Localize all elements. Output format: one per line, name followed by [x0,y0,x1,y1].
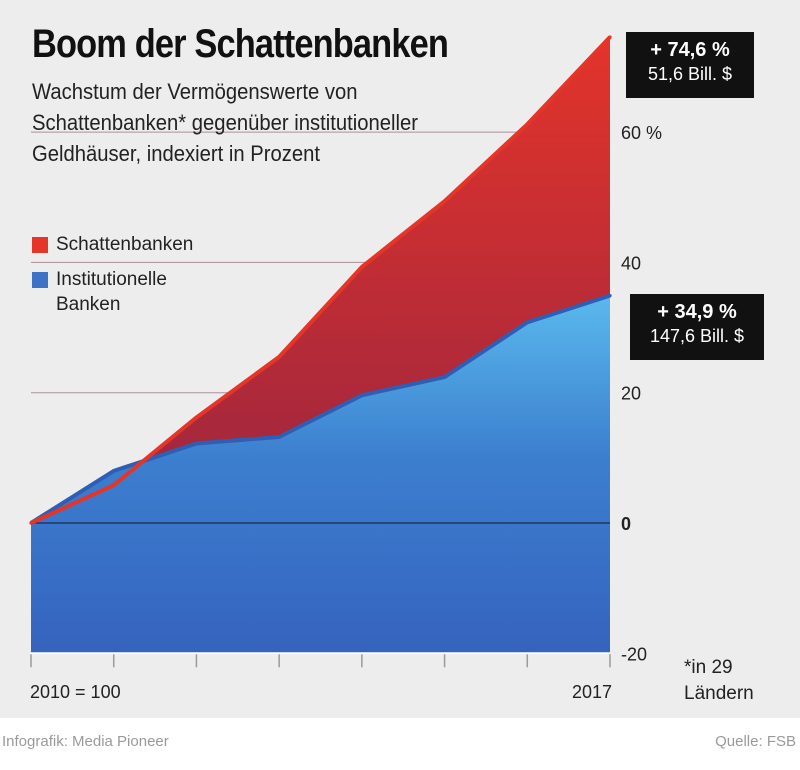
point-institutional [608,294,612,298]
legend-swatch-institutional [32,272,48,288]
end-label-shadow-banks-change: + 74,6 % [650,39,730,61]
area-chart: 60 % 40 20 0 -20 2010 = 100 2017 [29,35,662,702]
point-shadow-banks [360,265,364,269]
point-institutional [112,469,116,473]
series-line-institutional [29,293,611,525]
footnote: *in 29 Ländern [684,657,754,704]
point-shadow-banks [442,199,447,203]
end-label-institutional-amount: 147,6 Bill. $ [649,326,745,346]
legend: Schattenbanken Institutionelle Banken [32,232,196,327]
legend-item-institutional: Institutionelle Banken [32,267,196,317]
tick-label-layer: 60 % 40 20 0 -20 2010 = 100 2017 [30,123,662,702]
point-institutional [277,435,281,439]
point-shadow-banks [194,415,199,420]
point-shadow-banks [525,122,529,126]
y-tick-label: 20 [621,384,641,404]
point-institutional [360,393,364,397]
chart-title: Boom der Schattenbanken [32,22,449,66]
chart-subtitle: Wachstum der Vermögenswerte von Schatten… [32,79,418,166]
x-end-label: 2017 [572,682,612,702]
point-shadow-banks [608,35,612,39]
source: Quelle: FSB [715,733,796,750]
end-label-shadow-banks: + 74,6 % 51,6 Bill. $ [626,32,754,98]
series-line-shadow-banks [30,35,612,525]
legend-label-institutional: Institutionelle Banken [56,269,167,315]
end-label-institutional-change: + 34,9 % [657,301,737,323]
area-layer [31,37,610,654]
point-institutional [525,320,529,324]
area-shadow-banks [31,37,610,523]
point-shadow-banks [112,483,116,487]
legend-swatch-shadow-banks [32,237,48,253]
end-label-shadow-banks-amount: 51,6 Bill. $ [647,64,733,84]
credit: Infografik: Media Pioneer [2,733,169,750]
area-institutional [31,295,610,654]
x-start-label: 2010 = 100 [30,682,121,702]
axis-layer [30,652,611,668]
point-shadow-banks [29,521,33,525]
legend-item-shadow-banks: Schattenbanken [32,232,196,257]
y-tick-label: 40 [621,253,641,273]
end-label-institutional: + 34,9 % 147,6 Bill. $ [630,294,764,360]
point-institutional [442,375,447,379]
y-tick-label: 60 % [621,123,662,143]
y-tick-label: -20 [621,644,647,664]
legend-label-shadow-banks: Schattenbanken [56,234,194,255]
point-shadow-banks [277,355,281,359]
point-institutional [194,441,199,446]
y-tick-label: 0 [621,514,631,534]
line-layer [29,35,612,525]
